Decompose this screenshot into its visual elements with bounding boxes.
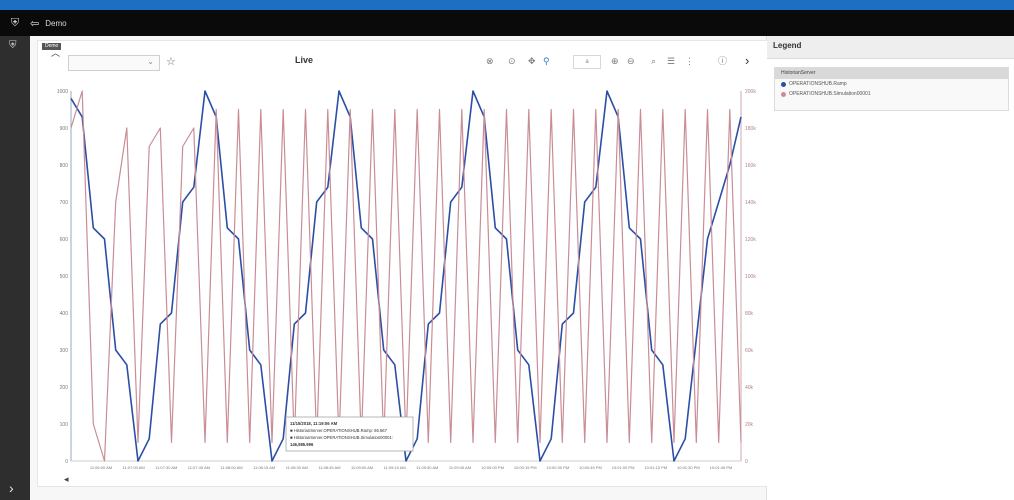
- chart-title: Live: [295, 55, 314, 65]
- y-tick-right: 180k: [745, 126, 756, 132]
- series-line-ramp: [70, 90, 742, 462]
- y-tick-right: 20k: [745, 422, 754, 428]
- x-tick-label: 10:00:45 PM: [579, 465, 602, 470]
- x-tick-label: 10:01:30 PM: [677, 465, 700, 470]
- expand-chevron-icon[interactable]: ›: [9, 480, 14, 496]
- zoom-dropdown[interactable]: a: [573, 55, 601, 69]
- x-tick-label: 11:07:45 AM: [188, 465, 210, 470]
- x-tick-label: 10:01:15 PM: [644, 465, 667, 470]
- y-tick-left: 300: [60, 348, 69, 354]
- main-panel: Demo ︿ ⌄ ☆ Live ⊗ ⊙ ✥ ⚲ a ⊕ ⊖ ⌕ ☰ ⋮ ⓘ › …: [30, 36, 768, 500]
- tooltip-text: ■ HistorianServer.OPERATIONSHUB.Ramp: 66…: [290, 428, 388, 433]
- zoom-search-icon[interactable]: ⚲: [543, 56, 550, 66]
- series-line-simulation: [70, 90, 742, 462]
- tooltip-box: [285, 416, 414, 452]
- legend-item-label: OPERATIONSHUB.Simulation00001: [789, 91, 871, 97]
- scroll-left-icon[interactable]: ◂: [64, 474, 69, 484]
- tooltip-text: 11/15/2018, 11:19:06 AM: [290, 421, 338, 426]
- zoom-out-icon[interactable]: ⊖: [627, 56, 635, 66]
- list-icon[interactable]: ☰: [667, 56, 676, 66]
- y-tick-right: 0: [745, 459, 748, 465]
- tooltip-text: ■ HistorianServer.OPERATIONSHUB.Simulati…: [290, 435, 393, 440]
- x-tick-label: 11:08:30 AM: [286, 465, 308, 470]
- demo-tab[interactable]: Demo: [42, 43, 62, 50]
- close-circle-icon[interactable]: ⊗: [486, 56, 494, 66]
- x-tick-label: 11:09:45 AM: [449, 465, 471, 470]
- more-vertical-icon[interactable]: ⋮: [685, 56, 694, 66]
- legend-item-ramp[interactable]: OPERATIONSHUB.Ramp: [775, 79, 1008, 89]
- x-tick-label: 10:01:45 PM: [710, 465, 733, 470]
- y-tick-right: 120k: [745, 237, 756, 243]
- series-color-dot: [781, 81, 786, 87]
- legend-item-simulation[interactable]: OPERATIONSHUB.Simulation00001: [775, 89, 1008, 99]
- left-rail: ⛨ ›: [0, 36, 30, 500]
- app-title: Demo: [45, 18, 67, 28]
- legend-header: Legend: [767, 36, 1014, 59]
- app-header: ⛨ ⇦ Demo: [0, 10, 1014, 36]
- x-tick-label: 10:00:00 PM: [481, 465, 504, 470]
- x-tick-label: 10:00:15 PM: [514, 465, 537, 470]
- series-color-dot: [781, 91, 786, 97]
- x-tick-label: 11:08:00 AM: [220, 465, 242, 470]
- y-tick-right: 140k: [745, 200, 756, 206]
- pan-move-icon[interactable]: ✥: [528, 56, 536, 66]
- legend-title: Legend: [773, 41, 802, 50]
- x-tick-label: 11:06:00 AM: [90, 465, 112, 470]
- x-tick-label: 11:09:00 AM: [351, 465, 373, 470]
- y-tick-left: 0: [65, 459, 68, 465]
- y-tick-left: 900: [60, 126, 69, 132]
- legend-group[interactable]: HistorianServer: [775, 68, 1008, 79]
- y-tick-left: 800: [60, 163, 69, 169]
- x-tick-label: 11:07:00 AM: [123, 465, 145, 470]
- x-tick-label: 11:09:15 AM: [384, 465, 406, 470]
- legend-item-label: OPERATIONSHUB.Ramp: [789, 81, 847, 87]
- tooltip-text: 146,985.996: [290, 442, 314, 447]
- y-tick-left: 500: [60, 274, 69, 280]
- favorite-star-icon[interactable]: ☆: [166, 56, 176, 68]
- y-tick-right: 80k: [745, 311, 754, 317]
- x-tick-label: 10:00:30 PM: [546, 465, 569, 470]
- chart-panel: Demo ︿ ⌄ ☆ Live ⊗ ⊙ ✥ ⚲ a ⊕ ⊖ ⌕ ☰ ⋮ ⓘ › …: [37, 40, 768, 487]
- x-tick-label: 11:07:30 AM: [155, 465, 177, 470]
- next-chevron-icon[interactable]: ›: [745, 53, 750, 68]
- y-tick-left: 700: [60, 200, 69, 206]
- history-clock-icon[interactable]: ⊙: [508, 56, 516, 66]
- back-arrow-icon[interactable]: ⇦: [30, 17, 40, 30]
- y-tick-right: 160k: [745, 163, 756, 169]
- top-accent-bar: [0, 0, 1014, 10]
- y-tick-right: 60k: [745, 348, 754, 354]
- line-chart[interactable]: 10009008007006005004003002001000200k180k…: [38, 41, 767, 486]
- y-tick-right: 200k: [745, 89, 756, 95]
- x-tick-label: 11:09:30 AM: [416, 465, 438, 470]
- y-tick-left: 100: [60, 422, 69, 428]
- chart-type-icon[interactable]: ⌕: [651, 56, 657, 66]
- chevron-down-icon: ⌄: [147, 57, 154, 66]
- collapse-up-icon[interactable]: ︿: [51, 48, 61, 58]
- zoom-in-icon[interactable]: ⊕: [611, 56, 619, 66]
- y-tick-left: 200: [60, 385, 69, 391]
- y-tick-left: 1000: [57, 89, 68, 95]
- x-tick-label: 11:08:15 AM: [253, 465, 275, 470]
- y-tick-left: 400: [60, 311, 69, 317]
- shield-icon[interactable]: ⛨: [9, 40, 17, 51]
- x-tick-label: 11:08:45 AM: [318, 465, 340, 470]
- shield-icon[interactable]: ⛨: [10, 16, 20, 29]
- time-range-dropdown[interactable]: ⌄: [68, 55, 160, 71]
- legend-list: HistorianServer OPERATIONSHUB.Ramp OPERA…: [774, 67, 1009, 111]
- x-tick-label: 10:01:00 PM: [612, 465, 635, 470]
- y-tick-right: 40k: [745, 385, 754, 391]
- help-icon[interactable]: ⓘ: [718, 56, 728, 66]
- y-tick-right: 100k: [745, 274, 756, 280]
- y-tick-left: 600: [60, 237, 69, 243]
- legend-panel: Legend HistorianServer OPERATIONSHUB.Ram…: [767, 36, 1014, 500]
